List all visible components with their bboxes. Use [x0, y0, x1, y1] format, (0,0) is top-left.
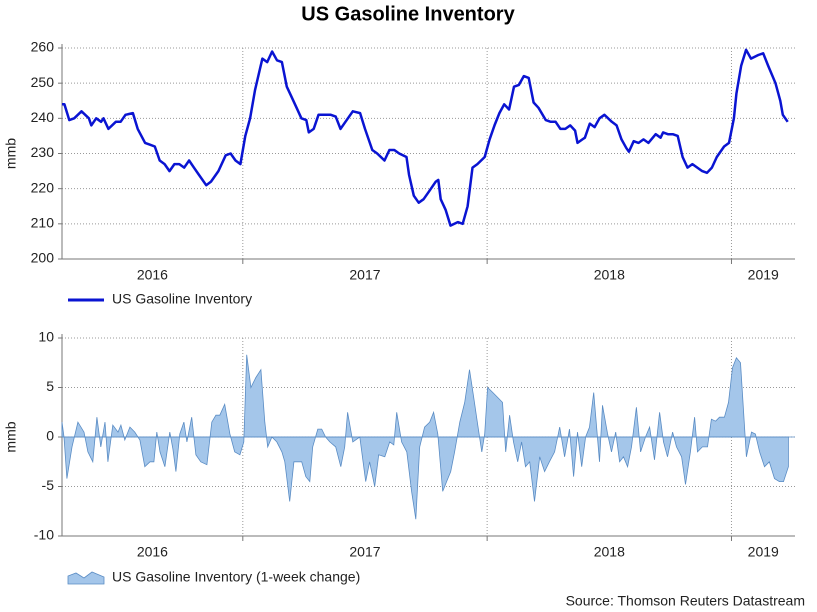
data-line [62, 48, 789, 227]
chart-title: US Gasoline Inventory [301, 3, 515, 25]
y-tick-label: 250 [31, 74, 55, 90]
y-tick-label: 220 [31, 179, 55, 195]
x-period-label: 2019 [748, 544, 779, 560]
y-tick-label: 240 [31, 109, 55, 125]
x-period-label: 2018 [594, 267, 625, 283]
x-period-label: 2016 [137, 267, 168, 283]
x-period-label: 2017 [349, 267, 380, 283]
x-period-label: 2018 [594, 544, 625, 560]
legend-label: US Gasoline Inventory (1-week change) [112, 569, 360, 585]
y-tick-label: 210 [31, 215, 55, 231]
y-tick-label: 230 [31, 144, 55, 160]
y-tick-label: -5 [42, 477, 55, 493]
x-period-label: 2019 [748, 267, 779, 283]
source-note: Source: Thomson Reuters Datastream [566, 593, 805, 609]
y-tick-label: 260 [31, 39, 55, 55]
y-axis-label: mmb [3, 421, 19, 452]
y-tick-label: -10 [34, 527, 54, 543]
legend-swatch [67, 571, 105, 585]
y-axis-label: mmb [3, 138, 19, 169]
x-period-label: 2017 [349, 544, 380, 560]
y-tick-label: 10 [38, 329, 54, 345]
y-tick-label: 0 [46, 428, 54, 444]
x-period-label: 2016 [137, 544, 168, 560]
y-tick-label: 5 [46, 378, 54, 394]
legend-label: US Gasoline Inventory [112, 291, 252, 307]
y-tick-label: 200 [31, 250, 55, 266]
